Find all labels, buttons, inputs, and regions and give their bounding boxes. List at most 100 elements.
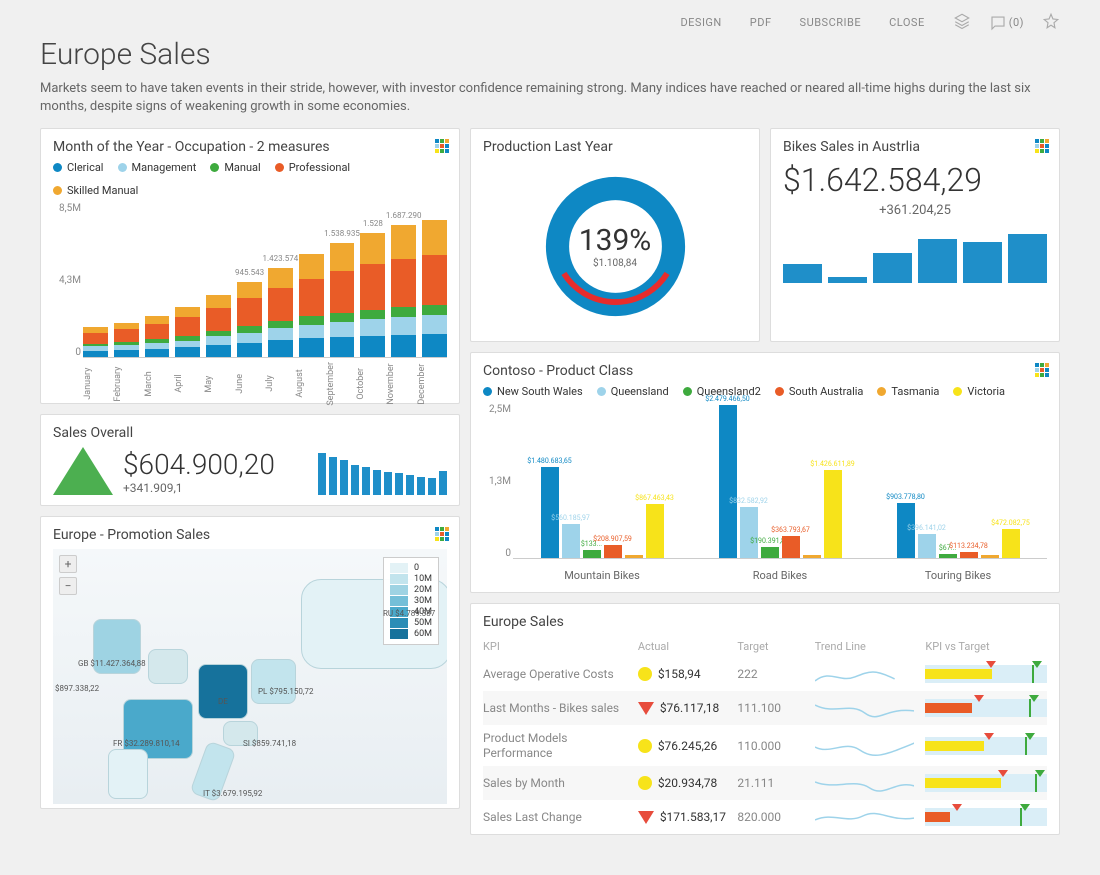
kpi-target: 820.000 <box>737 810 814 824</box>
map-label: GB $11.427.364,88 <box>78 659 146 668</box>
kpi-actual: $76.245,26 <box>658 739 717 753</box>
kpi-table-header: KPIActualTargetTrend LineKPI vs Target <box>483 636 1047 657</box>
map-card: Europe - Promotion Sales + − 010M20M30M4… <box>40 516 460 809</box>
legend-item[interactable]: Victoria <box>953 385 1005 398</box>
kpi-row[interactable]: Last Months - Bikes sales$76.117,18111.1… <box>483 691 1047 725</box>
kpi-actual: $20.934,78 <box>658 776 717 790</box>
grid-icon[interactable] <box>1035 139 1049 153</box>
zoom-out-button[interactable]: − <box>59 577 77 595</box>
layers-icon[interactable] <box>953 12 971 33</box>
europe-map[interactable]: + − 010M20M30M40M50M60M RU $4.789.387GB … <box>53 549 447 804</box>
stacked-bar[interactable]: 1.423.574 <box>268 268 293 357</box>
kpi-row[interactable]: Sales by Month$20.934,7821.111 <box>483 766 1047 800</box>
top-toolbar: DESIGN PDF SUBSCRIBE CLOSE (0) <box>0 0 1100 37</box>
legend-item[interactable]: Manual <box>210 161 260 174</box>
stacked-legend: Clerical Management Manual Professional Skil… <box>53 161 447 197</box>
mini-bar <box>439 471 447 495</box>
stacked-bar[interactable]: 1.687.290 <box>391 225 416 357</box>
stacked-bar[interactable] <box>114 323 139 358</box>
stacked-bar[interactable] <box>299 254 324 357</box>
grouped-bar[interactable]: $2.479.466,50 <box>719 405 737 559</box>
kpi-name: Sales Last Change <box>483 810 638 824</box>
legend-item[interactable]: South Australia <box>775 385 864 398</box>
kpi-row[interactable]: Sales Last Change$171.583,17820.000 <box>483 800 1047 834</box>
legend-item[interactable]: Skilled Manual <box>53 184 138 197</box>
grid-icon[interactable] <box>435 527 449 541</box>
mini-bar <box>873 253 912 283</box>
legend-item[interactable]: Queensland <box>597 385 669 398</box>
legend-item[interactable]: Clerical <box>53 161 104 174</box>
comments-icon[interactable]: (0) <box>989 14 1024 32</box>
page-subtitle: Markets seem to have taken events in the… <box>40 80 1060 116</box>
grouped-bar[interactable] <box>625 555 643 558</box>
stacked-bar[interactable] <box>422 220 447 358</box>
grouped-bar[interactable] <box>981 555 999 558</box>
mini-bar <box>783 264 822 283</box>
grouped-bar[interactable]: $67... <box>939 554 957 558</box>
grouped-bar[interactable]: $1.480.683,65 <box>541 467 559 559</box>
kpi-table-title: Europe Sales <box>483 614 1047 630</box>
kpi-row[interactable]: Product Models Performance$76.245,26110.… <box>483 725 1047 766</box>
grouped-bar[interactable]: $133... <box>583 550 601 558</box>
kpi-name: Average Operative Costs <box>483 667 638 681</box>
grouped-bar[interactable]: $363.793,67 <box>782 536 800 558</box>
subscribe-link[interactable]: SUBSCRIBE <box>800 16 862 29</box>
donut-sub: $1.108,84 <box>593 258 637 269</box>
kpi-name: Sales by Month <box>483 776 638 790</box>
stacked-bar[interactable]: 945.543 <box>237 282 262 358</box>
pdf-link[interactable]: PDF <box>750 16 772 29</box>
legend-item[interactable]: Management <box>118 161 197 174</box>
stacked-chart-card: Month of the Year - Occupation - 2 measu… <box>40 128 460 404</box>
indicator-icon <box>638 667 652 681</box>
design-link[interactable]: DESIGN <box>680 16 721 29</box>
grouped-bar[interactable]: $472.082,75 <box>1002 529 1020 558</box>
sparkline <box>815 806 926 828</box>
grouped-bar[interactable]: $1.426.611,89 <box>824 470 842 559</box>
stacked-bar[interactable] <box>175 307 200 357</box>
bar-group: $2.479.466,50$832.582,92$190.391,85$363.… <box>691 404 869 558</box>
bullet-chart <box>925 665 1047 683</box>
mini-bar <box>318 453 326 495</box>
bikes-delta: +361.204,25 <box>783 203 1047 218</box>
grouped-bar[interactable]: $113.234,78 <box>960 552 978 559</box>
grouped-bar[interactable]: $832.582,92 <box>740 507 758 558</box>
grouped-bar[interactable] <box>803 555 821 558</box>
stacked-bar[interactable] <box>206 295 231 357</box>
bikes-value: $1.642.584,29 <box>783 161 1047 199</box>
contoso-legend: New South WalesQueenslandQueensland2Sout… <box>483 385 1047 398</box>
bullet-chart <box>925 774 1047 792</box>
stacked-bar[interactable]: 1.528 <box>360 233 385 357</box>
bullet-chart <box>925 737 1047 755</box>
sparkline <box>815 697 926 719</box>
legend-item[interactable]: Tasmania <box>877 385 939 398</box>
bullet-chart <box>925 699 1047 717</box>
kpi-row[interactable]: Average Operative Costs$158,94222 <box>483 657 1047 691</box>
donut-chart: 139% $1.108,84 <box>543 174 688 319</box>
donut-title: Production Last Year <box>483 139 747 155</box>
grid-icon[interactable] <box>1035 363 1049 377</box>
grouped-bar[interactable]: $208.907,59 <box>604 545 622 558</box>
legend-item[interactable]: Professional <box>275 161 350 174</box>
map-label: RU $4.789.387 <box>383 609 435 618</box>
stacked-bar[interactable] <box>83 327 108 357</box>
page-title: Europe Sales <box>40 37 1060 72</box>
close-link[interactable]: CLOSE <box>889 16 925 29</box>
zoom-in-button[interactable]: + <box>59 555 77 573</box>
stacked-bar[interactable] <box>145 316 170 357</box>
mini-bar <box>395 473 403 495</box>
grouped-bar[interactable]: $867.463,43 <box>646 504 664 558</box>
kpi-target: 110.000 <box>737 739 814 753</box>
grid-icon[interactable] <box>435 139 449 153</box>
grouped-bar[interactable]: $190.391,85 <box>761 547 779 559</box>
grouped-bar[interactable]: $560.185,97 <box>562 524 580 559</box>
indicator-icon <box>638 776 652 790</box>
legend-item[interactable]: New South Wales <box>483 385 583 398</box>
stacked-bar[interactable]: 1.538.935 <box>330 243 355 358</box>
indicator-icon <box>638 739 652 753</box>
mini-bar <box>384 472 392 495</box>
sales-overall-value: $604.900,20 <box>123 448 275 481</box>
kpi-target: 111.100 <box>737 701 814 715</box>
grouped-bar[interactable]: $396.141,02 <box>918 534 936 559</box>
star-icon[interactable] <box>1042 12 1060 33</box>
indicator-icon <box>638 811 654 824</box>
